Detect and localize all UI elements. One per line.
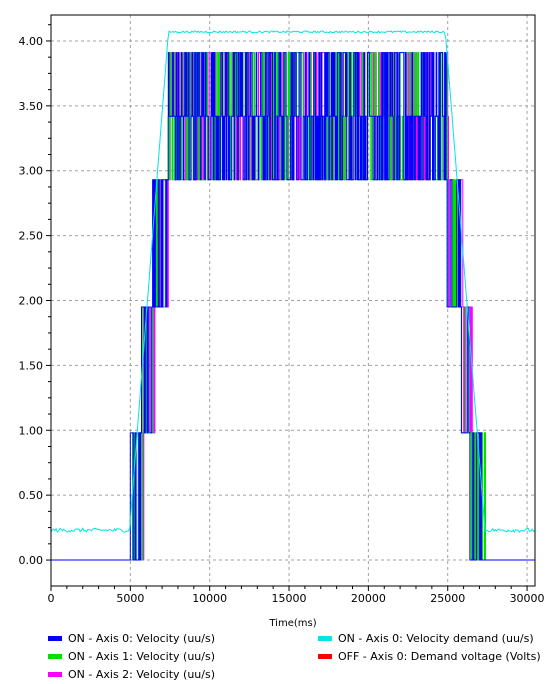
legend-status: ON [68, 632, 85, 645]
axes: 0 5000 10000 15000 20000 25000 30000 0.00 0.50 1.… [19, 24, 545, 605]
legend-item[interactable]: ON - Axis 0: Velocity demand (uu/s) [318, 632, 534, 646]
y-tick-label: 2.50 [19, 230, 44, 243]
legend-swatch [318, 653, 332, 659]
x-tick-label: 0 [48, 592, 55, 605]
y-tick-label: 0.50 [19, 489, 44, 502]
legend-status: ON [68, 668, 85, 681]
legend-swatch [48, 671, 62, 677]
legend-label: Axis 0: Velocity demand (uu/s) [365, 632, 534, 645]
legend-label: Axis 0: Velocity (uu/s) [95, 632, 215, 645]
y-tick-label: 4.00 [19, 35, 44, 48]
legend-label: Axis 2: Velocity (uu/s) [95, 668, 215, 681]
velocity-series-line-axis-0 [51, 52, 535, 561]
y-tick-label: 0.00 [19, 554, 44, 567]
x-tick-label: 25000 [430, 592, 465, 605]
legend-swatch [48, 653, 62, 659]
x-axis-title: Time(ms) [268, 618, 316, 629]
y-tick-label: 3.50 [19, 100, 44, 113]
y-tick-label: 1.50 [19, 359, 44, 372]
x-tick-label: 5000 [116, 592, 144, 605]
legend-item[interactable]: OFF - Axis 0: Demand voltage (Volts) [318, 650, 541, 664]
velocity-demand-series-line [50, 29, 535, 534]
x-tick-label: 15000 [272, 592, 307, 605]
legend-label: Axis 0: Demand voltage (Volts) [370, 650, 541, 663]
legend-status: ON [338, 632, 355, 645]
legend-status: OFF [338, 650, 360, 663]
legend-item[interactable]: ON - Axis 2: Velocity (uu/s) [48, 668, 215, 682]
series-layer [50, 29, 535, 561]
legend-item[interactable]: ON - Axis 0: Velocity (uu/s) [48, 632, 215, 646]
chart: 0 5000 10000 15000 20000 25000 30000 0.00 0.50 1.… [19, 14, 545, 629]
legend-swatch [318, 635, 332, 641]
x-tick-label: 30000 [510, 592, 545, 605]
legend-label: Axis 1: Velocity (uu/s) [95, 650, 215, 663]
x-tick-label: 20000 [351, 592, 386, 605]
y-tick-label: 2.00 [19, 295, 44, 308]
y-tick-label: 1.00 [19, 424, 44, 437]
legend-swatch [48, 635, 62, 641]
y-tick-label: 3.00 [19, 165, 44, 178]
legend-item[interactable]: ON - Axis 1: Velocity (uu/s) [48, 650, 215, 664]
legend: ON - Axis 0: Velocity (uu/s) ON - Axis 1… [0, 630, 555, 684]
x-tick-label: 10000 [192, 592, 227, 605]
legend-status: ON [68, 650, 85, 663]
